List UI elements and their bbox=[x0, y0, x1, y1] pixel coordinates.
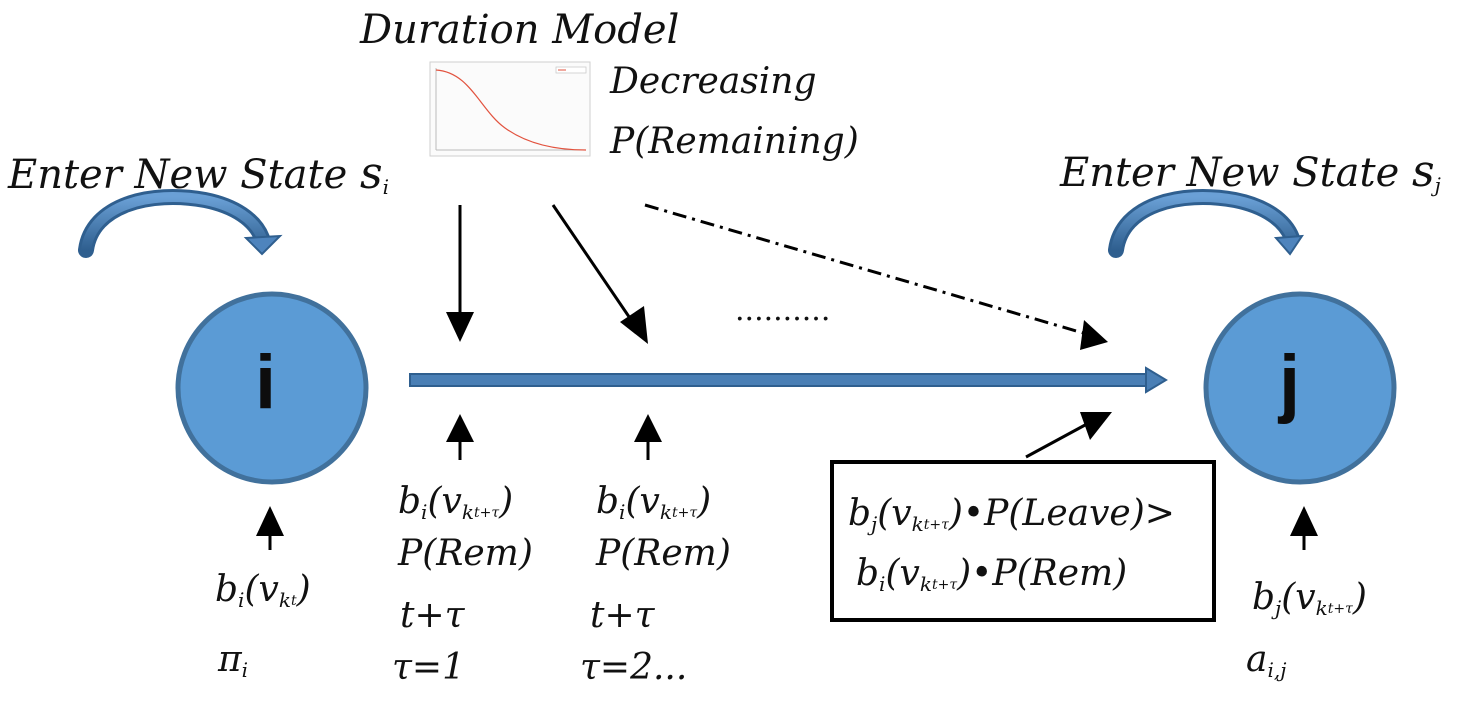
emission-arrowhead-i bbox=[256, 506, 284, 536]
formula-part: (v bbox=[427, 481, 462, 522]
formula-part: )•P(Leave)> bbox=[948, 493, 1175, 534]
formula-part: i bbox=[241, 658, 249, 682]
formula-part: t+τ bbox=[473, 505, 500, 521]
decision-line-2: bi(vkt+τ)•P(Rem) bbox=[856, 553, 1128, 596]
emission-tau1: bi(vkt+τ) bbox=[398, 481, 514, 524]
emission-arrowhead-tau1 bbox=[446, 414, 474, 442]
state-symbol-j: s bbox=[1411, 146, 1435, 197]
formula-part: b bbox=[1252, 577, 1276, 618]
emission-tau2: bi(vkt+τ) bbox=[596, 481, 712, 524]
p-remaining-label: P(Remaining) bbox=[610, 121, 859, 162]
duration-plot-thumbnail bbox=[429, 61, 591, 157]
duration-arrowhead-1 bbox=[446, 312, 474, 342]
emission-j: bj(vkt+τ) bbox=[1252, 577, 1367, 620]
decision-box bbox=[830, 460, 1216, 622]
emission-arrowhead-j bbox=[1290, 506, 1318, 536]
decision-line-1: bj(vkt+τ)•P(Leave)> bbox=[848, 493, 1175, 536]
formula-part: b bbox=[596, 481, 620, 522]
time-tau2: t+τ bbox=[590, 595, 655, 636]
enter-new-state-i: Enter New State si bbox=[8, 152, 389, 199]
formula-part: t+τ bbox=[931, 577, 958, 593]
formula-part: j bbox=[871, 512, 878, 536]
formula-part: k bbox=[659, 500, 672, 524]
formula-part: (v bbox=[244, 569, 279, 610]
formula-part: ) bbox=[1352, 577, 1367, 618]
timeline-arrow bbox=[409, 366, 1168, 394]
enter-new-state-j: Enter New State sj bbox=[1060, 150, 1441, 197]
time-tau1: t+τ bbox=[400, 595, 465, 636]
formula-part: b bbox=[848, 493, 872, 534]
prior-i: πi bbox=[218, 639, 249, 682]
formula-part: (v bbox=[885, 553, 920, 594]
prem-tau2: P(Rem) bbox=[596, 533, 731, 574]
formula-part: t+τ bbox=[1327, 601, 1353, 617]
decision-arrowhead bbox=[1080, 412, 1112, 440]
formula-part: t+τ bbox=[671, 505, 698, 521]
formula-part: k bbox=[919, 572, 932, 596]
formula-part: i bbox=[619, 500, 626, 524]
state-node-j bbox=[1203, 291, 1397, 485]
formula-part: (v bbox=[1281, 577, 1316, 618]
formula-part: (v bbox=[877, 493, 912, 534]
formula-part: i bbox=[879, 572, 886, 596]
formula-part: π bbox=[218, 639, 242, 680]
ellipsis: .......... bbox=[735, 293, 831, 328]
formula-part: ) bbox=[697, 481, 712, 522]
formula-part: b bbox=[398, 481, 422, 522]
tau-2: τ=2... bbox=[580, 647, 688, 688]
formula-part: b bbox=[215, 569, 239, 610]
duration-arrowhead-2 bbox=[620, 306, 648, 344]
formula-part: (v bbox=[625, 481, 660, 522]
formula-part: k bbox=[278, 588, 291, 612]
node-label-j: j bbox=[1279, 340, 1301, 425]
formula-part: ) bbox=[296, 569, 311, 610]
formula-part: i bbox=[421, 500, 428, 524]
prem-tau1: P(Rem) bbox=[398, 533, 533, 574]
duration-arrow-2 bbox=[551, 204, 640, 331]
formula-part: k bbox=[911, 512, 924, 536]
decreasing-label: Decreasing bbox=[610, 61, 817, 102]
state-sub-j: j bbox=[1434, 173, 1441, 197]
formula-part: t+τ bbox=[923, 517, 949, 533]
formula-part: k bbox=[1315, 596, 1328, 620]
tau-1: τ=1 bbox=[392, 647, 465, 688]
state-symbol-i: s bbox=[359, 148, 383, 199]
enter-text-j: Enter New State bbox=[1060, 150, 1400, 196]
state-node-i bbox=[175, 291, 369, 485]
formula-part: i bbox=[238, 588, 245, 612]
formula-part: b bbox=[856, 553, 880, 594]
formula-part: t bbox=[290, 593, 297, 609]
formula-part: a bbox=[1246, 639, 1268, 680]
formula-part: k bbox=[461, 500, 474, 524]
duration-model-title: Duration Model bbox=[360, 7, 680, 53]
duration-arrow-dashdot bbox=[644, 203, 1091, 337]
emission-arrowhead-tau2 bbox=[634, 414, 662, 442]
curl-arrow-j bbox=[1108, 189, 1304, 258]
curl-arrow-i bbox=[78, 189, 283, 258]
transition-ij: ai,j bbox=[1246, 639, 1287, 682]
node-label-i: i bbox=[255, 340, 277, 425]
formula-part: i,j bbox=[1267, 658, 1287, 682]
enter-text-i: Enter New State bbox=[8, 152, 348, 198]
formula-part: ) bbox=[499, 481, 514, 522]
formula-part: j bbox=[1275, 596, 1282, 620]
formula-part: )•P(Rem) bbox=[957, 553, 1128, 594]
duration-arrowhead-3 bbox=[1080, 320, 1108, 350]
emission-i: bi(vkt) bbox=[215, 569, 311, 612]
state-sub-i: i bbox=[382, 175, 389, 199]
